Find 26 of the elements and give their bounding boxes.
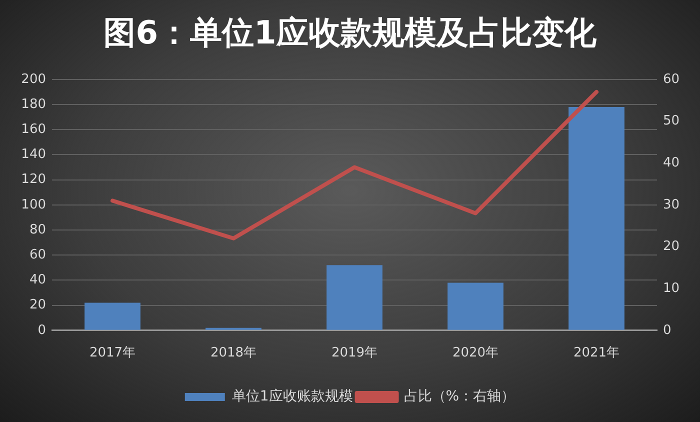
chart-title: 图6：单位1应收款规模及占比变化 (104, 14, 598, 52)
legend-label: 单位1应收账款规模 (232, 388, 353, 405)
y-tick-label: 180 (21, 96, 46, 112)
y2-tick-label: 40 (663, 155, 680, 170)
x-tick-label: 2021年 (573, 346, 620, 361)
y-tick-label: 140 (21, 147, 46, 162)
y-tick-label: 100 (21, 197, 46, 212)
y2-tick-label: 0 (663, 322, 672, 338)
y2-tick-label: 50 (663, 114, 680, 129)
y2-tick-label: 20 (663, 239, 680, 254)
y-tick-label: 120 (21, 172, 46, 188)
y-tick-label: 80 (29, 222, 46, 238)
y2-tick-label: 30 (663, 197, 680, 212)
x-tick-label: 2017年 (89, 346, 136, 361)
legend-label: 占比（%：右轴） (404, 388, 516, 405)
x-tick-label: 2018年 (210, 346, 257, 361)
y-tick-label: 40 (29, 272, 46, 288)
y-tick-label: 0 (38, 322, 46, 338)
y2-tick-label: 60 (663, 72, 680, 87)
y-tick-label: 160 (21, 122, 46, 137)
x-tick-label: 2019年 (331, 346, 378, 361)
y2-tick-label: 10 (663, 280, 680, 296)
y-tick-label: 200 (21, 72, 46, 87)
y-tick-label: 60 (29, 247, 46, 262)
y-tick-label: 20 (29, 298, 46, 313)
x-tick-label: 2020年 (452, 346, 499, 361)
